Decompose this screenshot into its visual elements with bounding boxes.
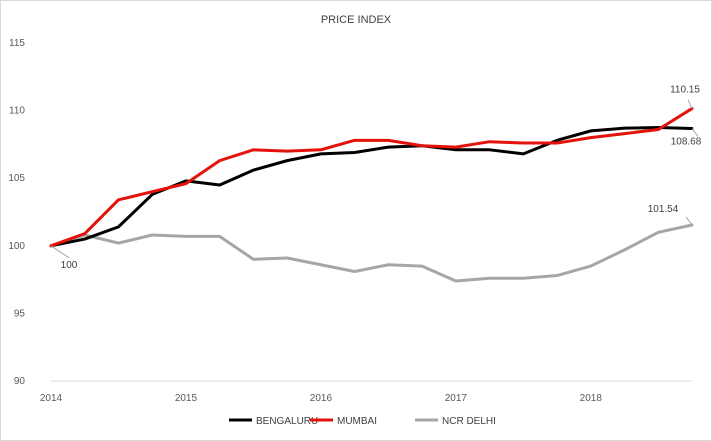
data-label-leader — [685, 216, 693, 226]
y-tick-label: 115 — [9, 38, 25, 49]
data-label: 101.54 — [648, 204, 679, 215]
data-label-leader — [687, 99, 693, 109]
series-layer — [49, 107, 694, 283]
x-tick-label: 2016 — [310, 393, 333, 404]
series-line-bengaluru — [49, 126, 694, 248]
series-line-mumbai — [49, 107, 694, 248]
x-tick-label: 2015 — [175, 393, 198, 404]
legend: BENGALURU MUMBAI NCR DELHI — [229, 416, 496, 427]
x-tick-label: 2017 — [445, 393, 468, 404]
y-tick-label: 90 — [14, 376, 26, 387]
chart-title: PRICE INDEX — [321, 14, 392, 26]
legend-label-bengaluru: BENGALURU — [256, 416, 318, 427]
data-label: 110.15 — [670, 85, 700, 96]
data-label: 108.68 — [671, 136, 702, 147]
series-line-ncr-delhi — [49, 223, 694, 283]
x-axis-ticks: 2014 2015 2016 2017 2018 — [40, 393, 602, 404]
legend-label-mumbai: MUMBAI — [337, 416, 377, 427]
data-label-leader — [50, 245, 70, 259]
y-axis-ticks: 90 95 100 105 110 115 — [8, 38, 25, 387]
annotation-layer: 100 110.15 108.68 101.54 — [50, 85, 702, 271]
y-tick-label: 100 — [8, 241, 25, 252]
x-tick-label: 2014 — [40, 393, 63, 404]
y-tick-label: 105 — [8, 173, 25, 184]
y-tick-label: 110 — [9, 106, 25, 117]
y-tick-label: 95 — [14, 308, 26, 319]
legend-label-ncr-delhi: NCR DELHI — [442, 416, 496, 427]
x-tick-label: 2018 — [580, 393, 603, 404]
data-label-leader — [691, 128, 699, 137]
data-label: 100 — [61, 260, 78, 271]
